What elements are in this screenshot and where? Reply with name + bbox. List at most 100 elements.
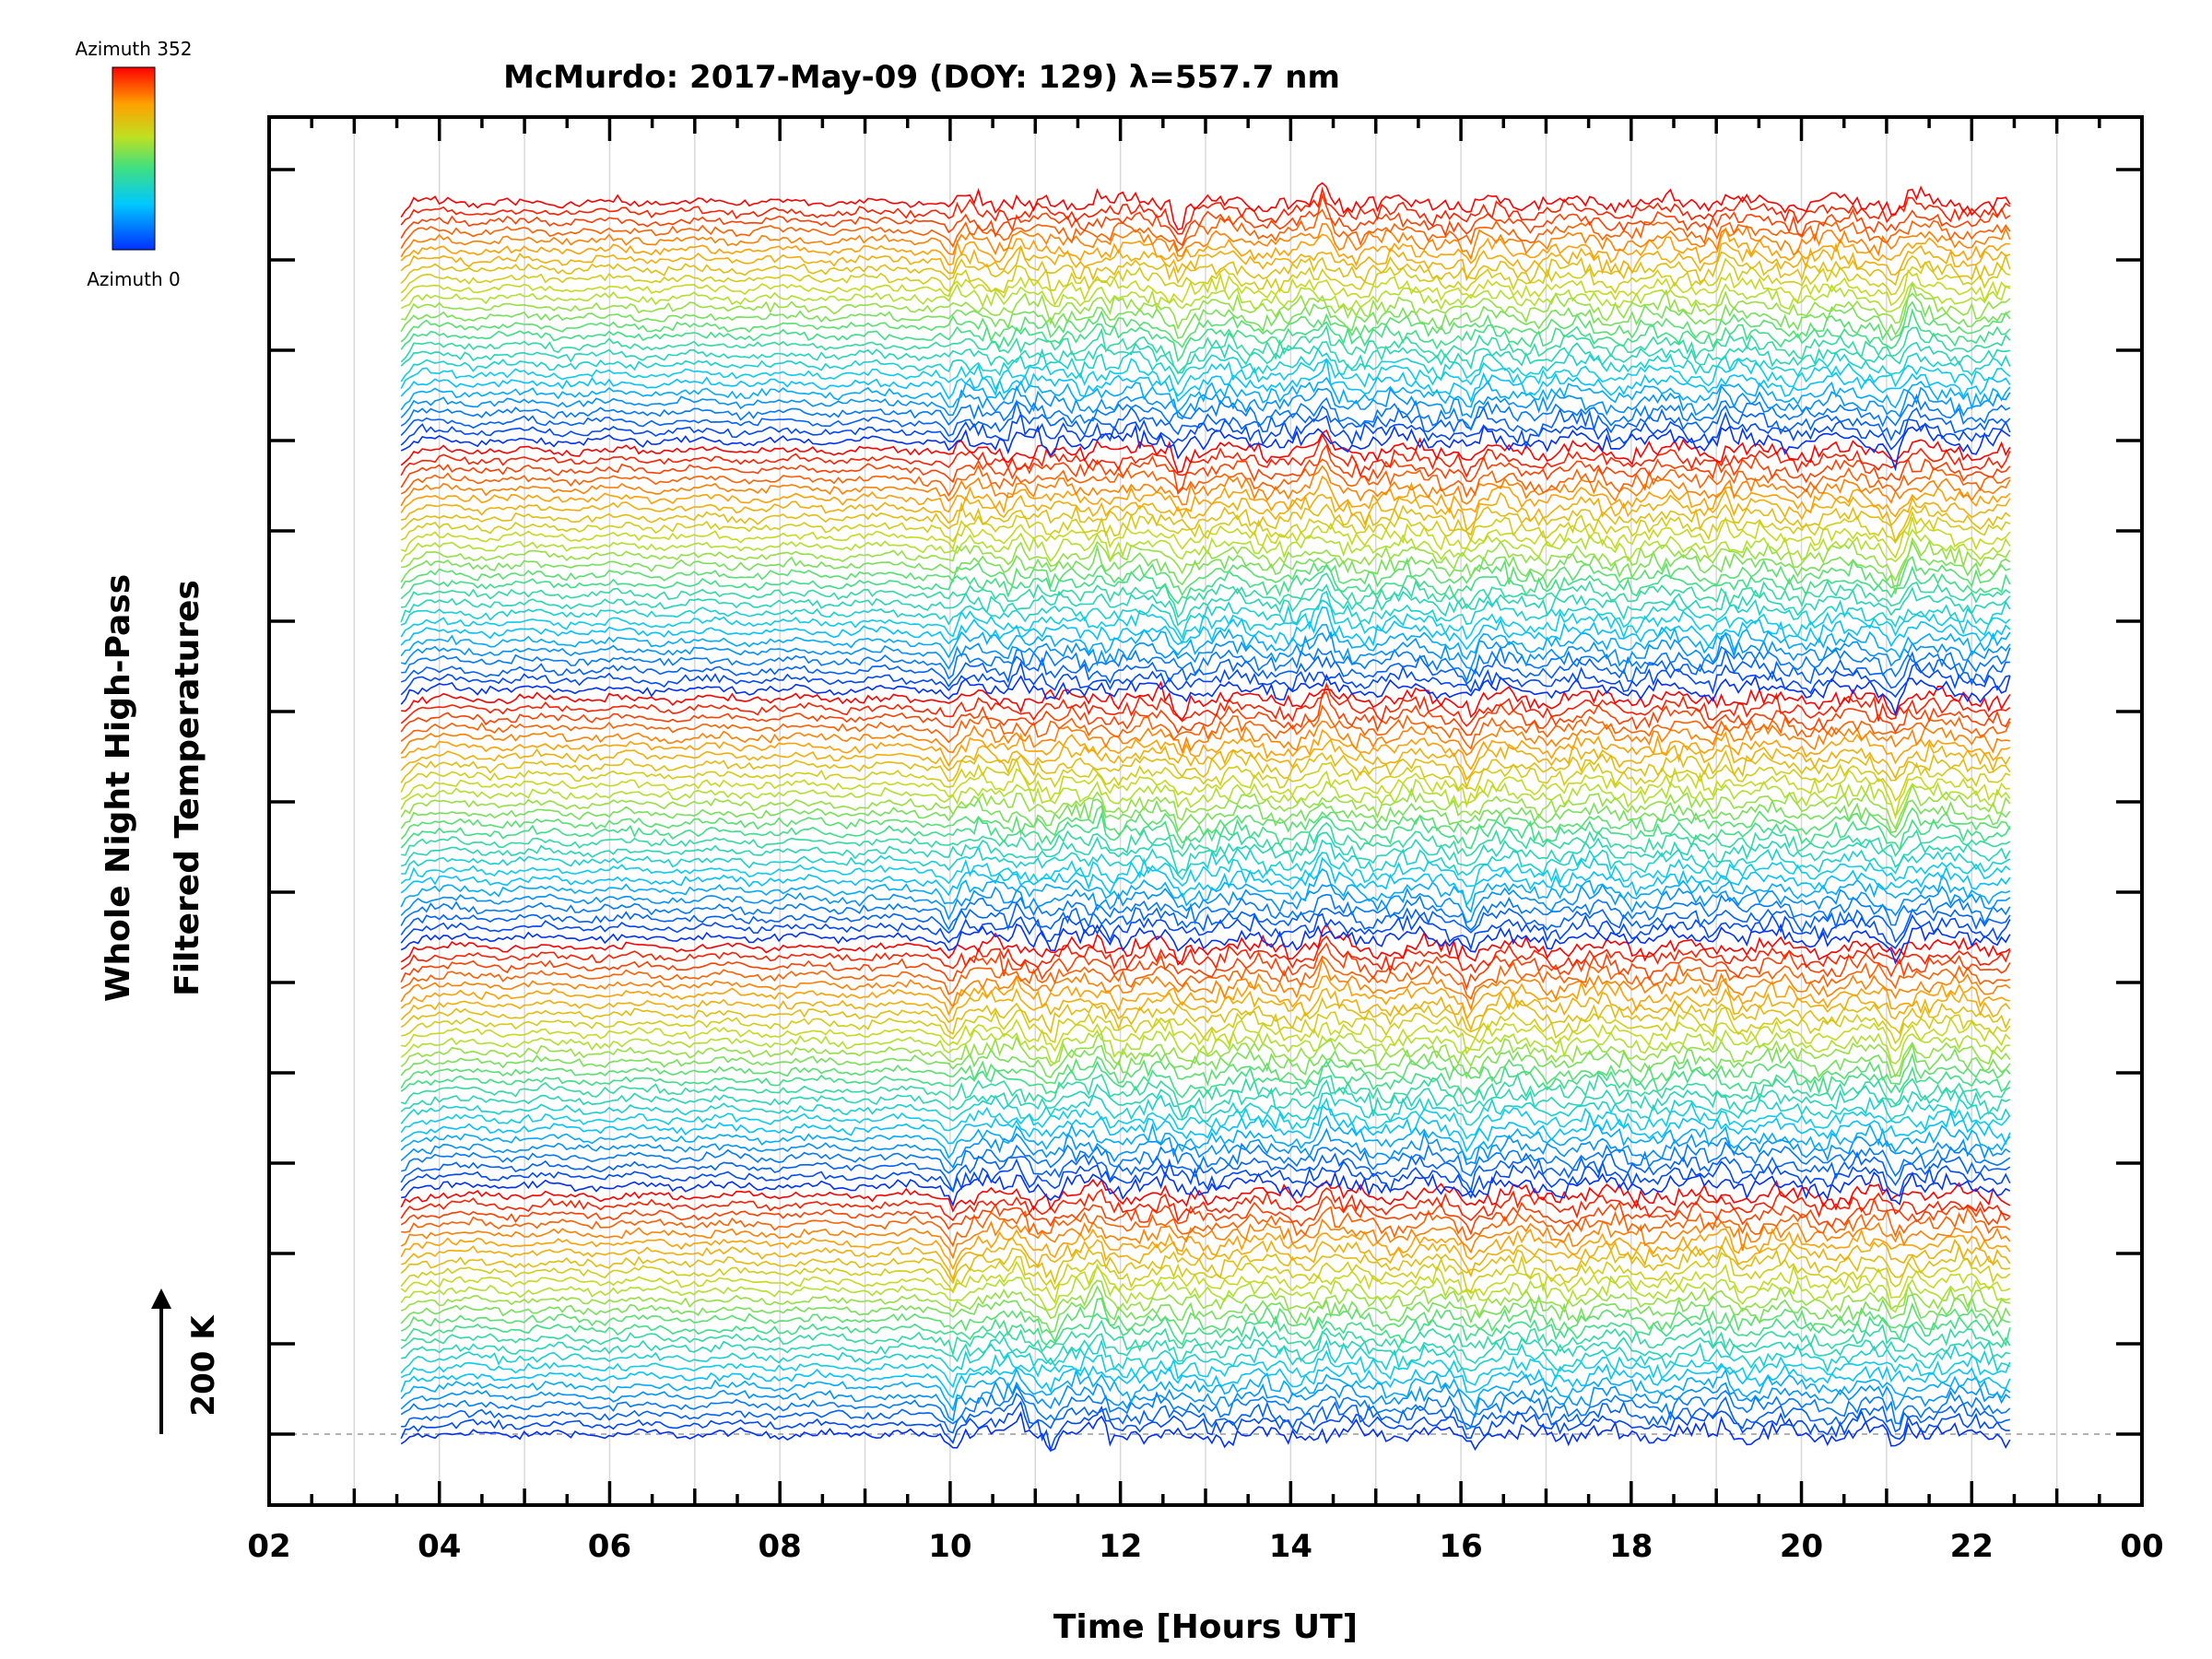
series-line [401, 644, 2011, 683]
series-line [400, 955, 2011, 1001]
series-line [400, 1158, 2011, 1200]
series-line [400, 606, 2011, 651]
series-line [400, 1029, 2010, 1065]
series-line [400, 1251, 2011, 1294]
series-line [400, 1042, 2011, 1079]
series-line [400, 590, 2011, 641]
series-line [400, 432, 2011, 478]
series-line [400, 630, 2011, 670]
series-line [400, 738, 2011, 782]
series-line [400, 376, 2011, 413]
series-line [400, 681, 2011, 727]
series-line [400, 510, 2011, 544]
x-axis-label: Time [Hours UT] [1053, 1608, 1358, 1646]
series-line [400, 227, 2010, 267]
colorbar-gradient [112, 66, 156, 251]
series-line [400, 516, 2011, 559]
x-tick-label: 12 [1099, 1528, 1142, 1565]
series-line [400, 912, 2011, 951]
scale-bar-arrow-head [151, 1288, 171, 1309]
series-line [400, 720, 2010, 757]
series-line [401, 1206, 2011, 1248]
series-line [400, 1059, 2011, 1099]
series-line [400, 1072, 2011, 1106]
series-line [401, 1330, 2010, 1366]
series-line [400, 900, 2011, 944]
x-tick-label: 22 [1950, 1528, 1994, 1565]
series-line [400, 540, 2011, 594]
series-line [400, 208, 2011, 253]
series-line [401, 1171, 2011, 1207]
series-line [400, 393, 2011, 431]
series-line [400, 647, 2010, 689]
series-line [400, 465, 2011, 507]
series-line [400, 935, 2011, 975]
series-line [400, 347, 2011, 386]
series-line [400, 1195, 2011, 1236]
series-line [400, 690, 2011, 736]
series-line [400, 475, 2011, 518]
series-line [400, 300, 2011, 348]
colorbar-min-label: Azimuth 0 [87, 268, 181, 290]
series-line [400, 1338, 2011, 1374]
ticks [267, 117, 2144, 1505]
series-line [400, 1349, 2011, 1389]
series-line [400, 1235, 2011, 1282]
series-line [400, 1078, 2011, 1120]
series-line [400, 1178, 2011, 1213]
series-line [400, 1297, 2010, 1344]
series-line [400, 660, 2010, 699]
series-line [400, 281, 2011, 312]
series-line [400, 458, 2011, 499]
x-tick-label: 04 [418, 1528, 461, 1565]
chart-title: McMurdo: 2017-May-09 (DOY: 129) λ=557.7 … [503, 59, 1340, 96]
x-tick-label: 18 [1609, 1528, 1653, 1565]
series-line [400, 624, 2011, 661]
traces [400, 182, 2011, 1453]
series-line [400, 1367, 2011, 1412]
x-tick-label: 08 [759, 1528, 802, 1565]
series-line [400, 1127, 2011, 1170]
series-line [401, 281, 2011, 331]
series-line [400, 528, 2011, 563]
series-line [400, 292, 2011, 339]
series-line [400, 563, 2011, 605]
series-line [400, 1187, 2011, 1223]
series-line [400, 766, 2010, 820]
series-line [400, 429, 2011, 474]
series-line [401, 536, 2011, 582]
x-tick-label: 02 [247, 1528, 290, 1565]
x-tick-labels: 02 04 06 08 10 12 14 16 18 20 22 00 [247, 1528, 2163, 1565]
series-line [401, 680, 2011, 722]
series-line [400, 411, 2011, 451]
series-line [401, 488, 2011, 532]
series-line [401, 1392, 2010, 1434]
series-line [400, 883, 2011, 924]
series-line [401, 1017, 2011, 1055]
series-line [400, 1279, 2010, 1320]
x-tick-label: 10 [928, 1528, 971, 1565]
series-line [401, 1006, 2011, 1045]
scale-bar: 200 K [151, 1288, 222, 1434]
series-line [400, 778, 2011, 818]
series-line [400, 996, 2011, 1035]
series-line [400, 923, 2011, 965]
series-line [400, 893, 2011, 932]
series-line [400, 359, 2011, 404]
x-tick-label: 20 [1780, 1528, 1823, 1565]
series-line [400, 804, 2011, 844]
series-line [400, 748, 2011, 790]
y-axis-label-line2: Filtered Temperatures [169, 580, 206, 996]
series-line [400, 957, 2011, 1012]
series-line [400, 1410, 2011, 1453]
series-line [400, 942, 2011, 992]
series-line [400, 1319, 2011, 1358]
series-line [401, 1312, 2011, 1347]
series-line [400, 1363, 2011, 1399]
x-tick-label: 14 [1269, 1528, 1312, 1565]
series-line [401, 572, 2011, 618]
x-tick-label: 06 [588, 1528, 631, 1565]
series-line [400, 241, 2011, 282]
series-line [400, 583, 2011, 627]
series-line [400, 1052, 2011, 1089]
